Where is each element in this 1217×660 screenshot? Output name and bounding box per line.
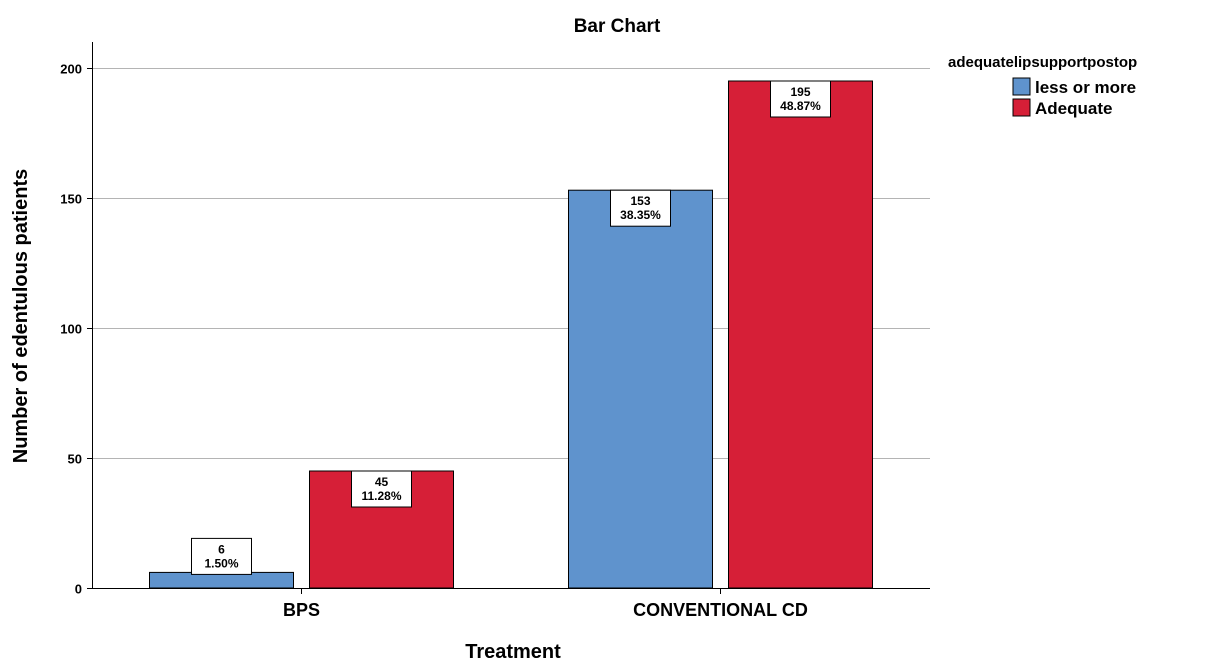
data-label-box — [351, 470, 412, 508]
y-tick-label: 0 — [75, 582, 82, 597]
data-label-box — [770, 80, 831, 118]
legend-swatch — [1012, 77, 1031, 96]
x-axis-title: Treatment — [465, 641, 561, 660]
x-tick-label: CONVENTIONAL CD — [633, 600, 808, 620]
data-label-value: 6 — [218, 542, 225, 556]
y-tick-label: 150 — [60, 192, 82, 207]
data-label-percent: 48.87% — [780, 99, 821, 113]
bars — [149, 80, 873, 589]
data-label-value: 153 — [630, 194, 650, 208]
legend-label: Adequate — [1035, 99, 1112, 118]
y-tick-label: 50 — [68, 452, 82, 467]
y-axis-title: Number of edentulous patients — [10, 169, 32, 463]
legend-title: adequatelipsupportpostop — [948, 54, 1137, 71]
data-label-percent: 38.35% — [620, 208, 661, 222]
bar-less-or-more — [568, 189, 713, 589]
legend: adequatelipsupportpostop less or more Ade… — [948, 54, 1137, 118]
y-tick-label: 200 — [60, 62, 82, 77]
y-tick-label: 100 — [60, 322, 82, 337]
chart-title: Bar Chart — [574, 16, 661, 37]
axes: 0 50 100 150 200 BPS CONVENTIONAL CD — [60, 42, 930, 620]
data-label-box — [610, 189, 671, 227]
data-label-percent: 1.50% — [204, 556, 238, 570]
data-label-value: 195 — [790, 85, 810, 99]
legend-swatch — [1012, 98, 1031, 117]
legend-label: less or more — [1035, 78, 1136, 97]
data-label-percent: 11.28% — [361, 489, 401, 503]
bar-adequate — [728, 80, 873, 589]
x-tick-label: BPS — [283, 600, 320, 620]
data-label-value: 45 — [375, 475, 389, 489]
data-label-box — [191, 537, 252, 575]
